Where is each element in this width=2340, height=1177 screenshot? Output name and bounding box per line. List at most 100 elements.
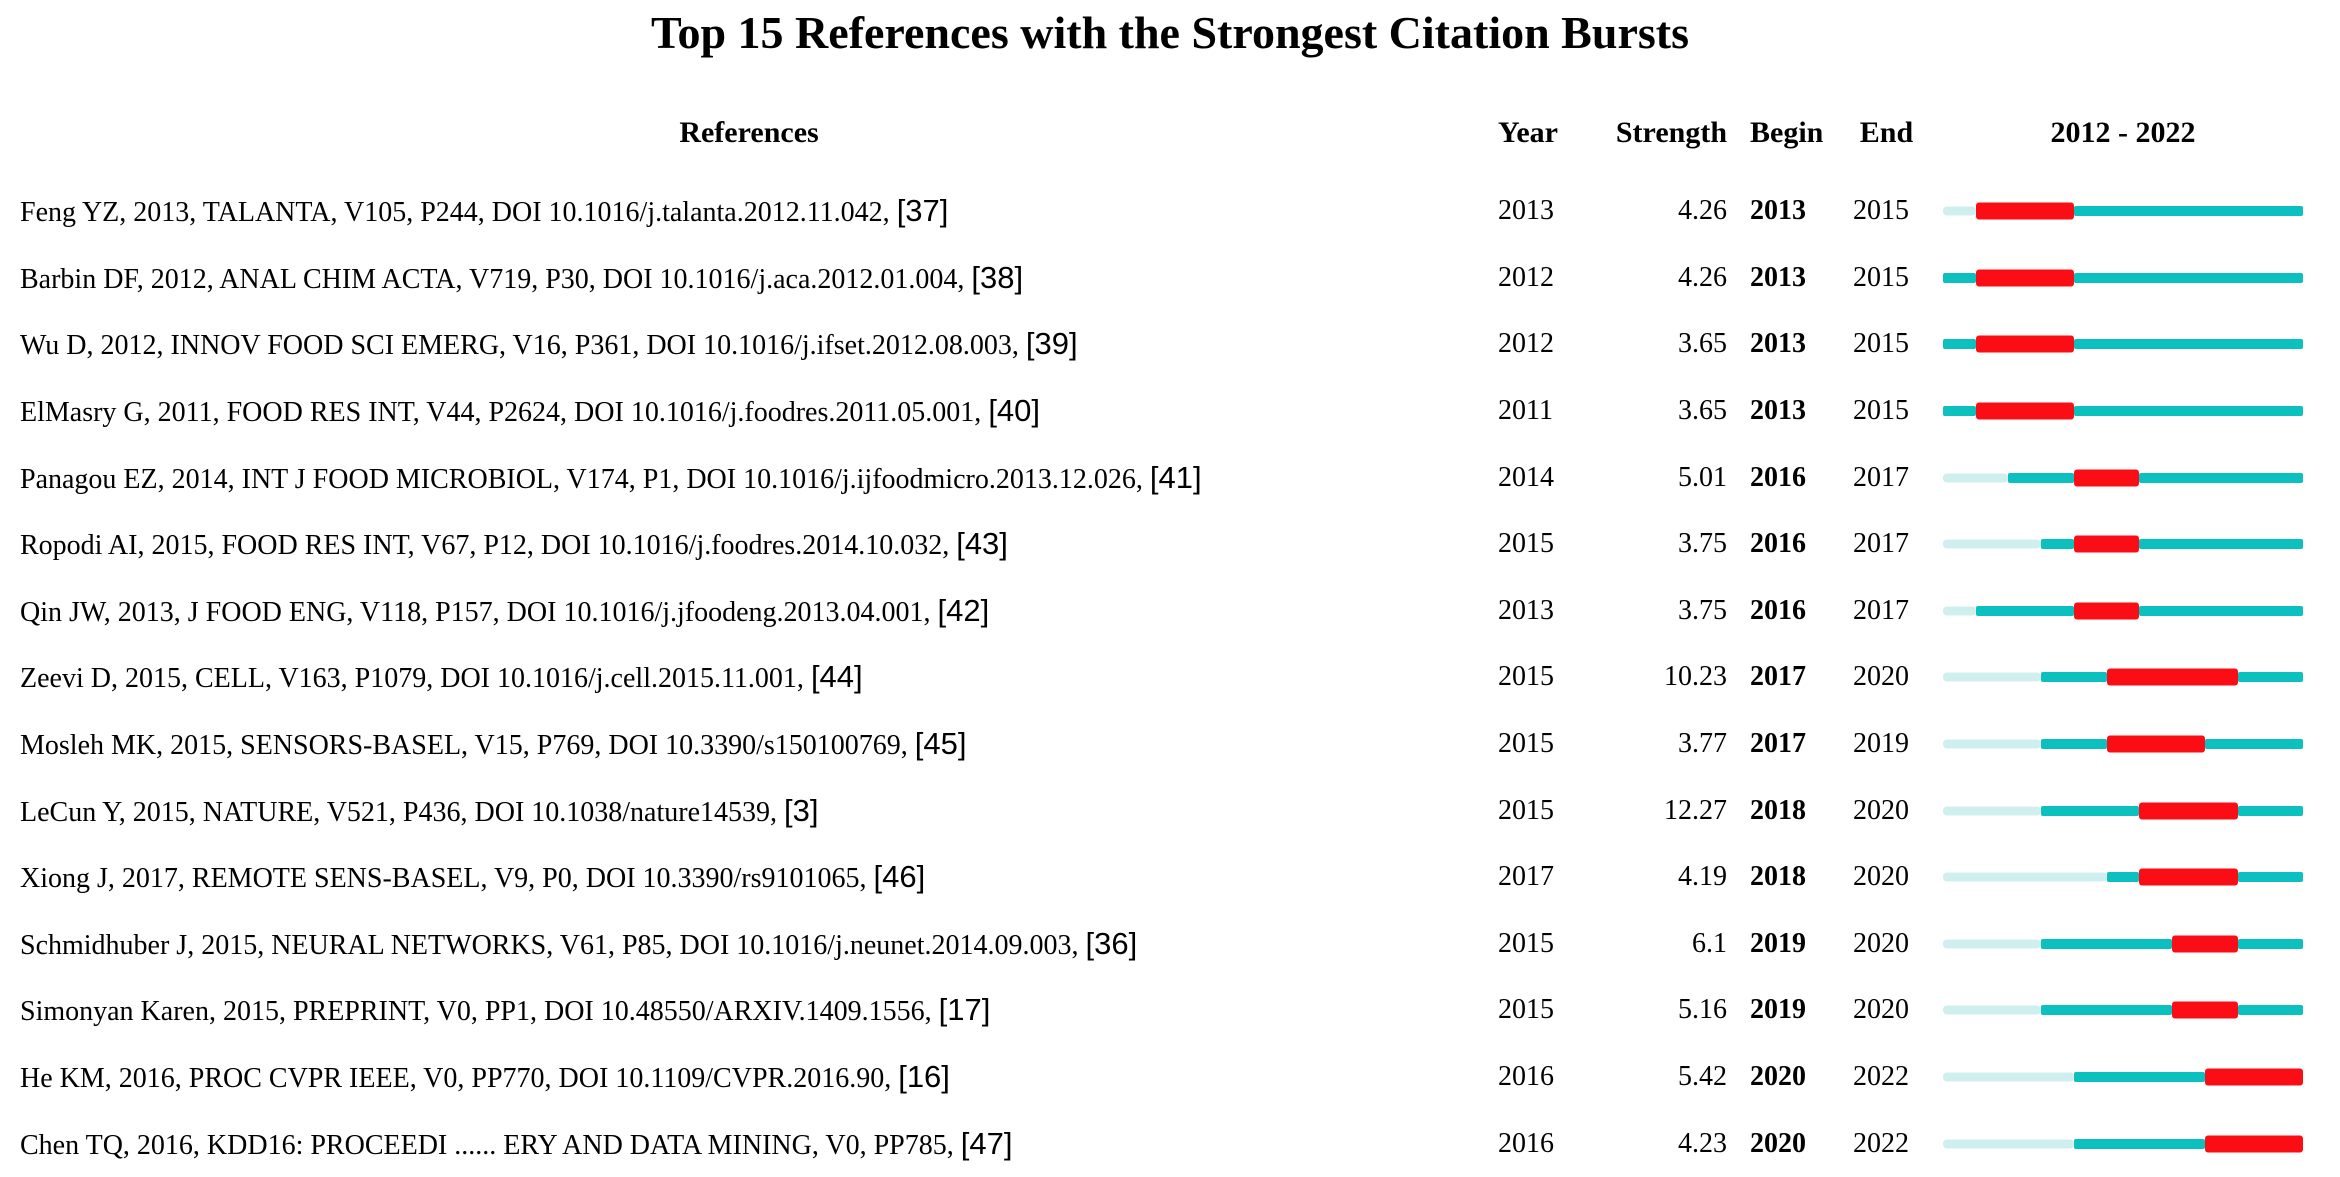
burst-timeline-bar: [1943, 178, 2303, 245]
burst-segment: [2204, 1135, 2303, 1153]
burst-timeline-bar: [1943, 444, 2303, 511]
table-row: Xiong J, 2017, REMOTE SENS-BASEL, V9, P0…: [0, 844, 2340, 911]
active-segment: [2073, 1138, 2205, 1149]
burst-end-year: 2019: [1853, 728, 1909, 760]
burst-segment: [2073, 535, 2140, 553]
publication-year: 2015: [1498, 728, 1554, 760]
burst-strength: 6.1: [1692, 927, 1727, 959]
active-segment: [2073, 206, 2303, 217]
burst-begin-year: 2013: [1750, 261, 1806, 293]
publication-year: 2015: [1498, 994, 1554, 1026]
publication-year: 2015: [1498, 528, 1554, 560]
burst-end-year: 2015: [1853, 261, 1909, 293]
burst-segment: [1975, 269, 2074, 287]
burst-end-year: 2015: [1853, 195, 1909, 227]
pre-publication-segment: [1943, 1072, 2074, 1082]
publication-year: 2016: [1498, 1061, 1554, 1093]
burst-timeline-bar: [1943, 245, 2303, 312]
burst-end-year: 2017: [1853, 594, 1909, 626]
burst-end-year: 2017: [1853, 528, 1909, 560]
reference-number-bracket: [42]: [937, 592, 990, 628]
burst-strength: 5.16: [1678, 994, 1727, 1026]
reference-citation: Simonyan Karen, 2015, PREPRINT, V0, PP1,…: [20, 996, 932, 1028]
reference-number-bracket: [37]: [896, 193, 949, 229]
reference-citation: Wu D, 2012, INNOV FOOD SCI EMERG, V16, P…: [20, 330, 1019, 362]
reference-text: ElMasry G, 2011, FOOD RES INT, V44, P262…: [0, 393, 1498, 429]
burst-strength: 4.26: [1678, 261, 1727, 293]
burst-timeline-bar: [1943, 311, 2303, 378]
burst-segment: [2073, 602, 2140, 620]
column-header-end: End: [1859, 115, 1914, 149]
burst-end-year: 2022: [1853, 1061, 1909, 1093]
reference-text: Panagou EZ, 2014, INT J FOOD MICROBIOL, …: [0, 460, 1498, 496]
column-header-year: Year: [1498, 115, 1558, 149]
burst-end-year: 2020: [1853, 794, 1909, 826]
burst-timeline-bar: [1943, 777, 2303, 844]
reference-number-bracket: [3]: [784, 792, 819, 828]
column-header-strength: Strength: [1615, 115, 1727, 149]
pre-publication-segment: [1943, 806, 2042, 816]
table-row: Barbin DF, 2012, ANAL CHIM ACTA, V719, P…: [0, 245, 2340, 312]
reference-citation: Panagou EZ, 2014, INT J FOOD MICROBIOL, …: [20, 463, 1143, 495]
reference-text: Barbin DF, 2012, ANAL CHIM ACTA, V719, P…: [0, 260, 1498, 296]
burst-strength: 5.01: [1678, 461, 1727, 493]
active-segment: [2073, 406, 2303, 417]
burst-begin-year: 2020: [1750, 1061, 1806, 1093]
table-header: References Year Strength Begin End 2012 …: [0, 105, 2340, 160]
reference-citation: Xiong J, 2017, REMOTE SENS-BASEL, V9, P0…: [20, 863, 867, 895]
active-segment: [2041, 938, 2173, 949]
active-segment: [2041, 805, 2140, 816]
burst-timeline-bar: [1943, 378, 2303, 445]
publication-year: 2017: [1498, 861, 1554, 893]
burst-segment: [2139, 802, 2238, 820]
active-segment: [2237, 872, 2303, 883]
reference-citation: LeCun Y, 2015, NATURE, V521, P436, DOI 1…: [20, 796, 778, 828]
active-segment: [2139, 472, 2303, 483]
burst-segment: [2204, 1068, 2303, 1086]
active-segment: [2073, 272, 2303, 283]
active-segment: [2008, 472, 2074, 483]
active-segment: [2237, 1005, 2303, 1016]
table-row: Mosleh MK, 2015, SENSORS-BASEL, V15, P76…: [0, 711, 2340, 778]
reference-text: LeCun Y, 2015, NATURE, V521, P436, DOI 1…: [0, 793, 1498, 829]
active-segment: [2041, 1005, 2173, 1016]
table-row: Zeevi D, 2015, CELL, V163, P1079, DOI 10…: [0, 644, 2340, 711]
reference-number-bracket: [46]: [873, 859, 926, 895]
active-segment: [2041, 539, 2074, 550]
burst-begin-year: 2013: [1750, 395, 1806, 427]
reference-citation: Zeevi D, 2015, CELL, V163, P1079, DOI 10…: [20, 663, 804, 695]
burst-begin-year: 2016: [1750, 594, 1806, 626]
table-row: Qin JW, 2013, J FOOD ENG, V118, P157, DO…: [0, 578, 2340, 645]
burst-begin-year: 2016: [1750, 461, 1806, 493]
burst-begin-year: 2020: [1750, 1127, 1806, 1159]
active-segment: [2106, 872, 2140, 883]
burst-begin-year: 2019: [1750, 994, 1806, 1026]
table-row: Wu D, 2012, INNOV FOOD SCI EMERG, V16, P…: [0, 311, 2340, 378]
reference-text: Schmidhuber J, 2015, NEURAL NETWORKS, V6…: [0, 926, 1498, 962]
burst-segment: [2172, 1001, 2238, 1019]
publication-year: 2012: [1498, 261, 1554, 293]
active-segment: [1943, 406, 1976, 417]
active-segment: [2139, 605, 2303, 616]
publication-year: 2016: [1498, 1127, 1554, 1159]
burst-timeline-bar: [1943, 844, 2303, 911]
burst-timeline-bar: [1943, 911, 2303, 978]
pre-publication-segment: [1943, 539, 2042, 549]
reference-number-bracket: [41]: [1149, 459, 1202, 495]
publication-year: 2013: [1498, 195, 1554, 227]
active-segment: [2073, 1072, 2205, 1083]
reference-number-bracket: [17]: [938, 992, 991, 1028]
active-segment: [2237, 938, 2303, 949]
reference-citation: Barbin DF, 2012, ANAL CHIM ACTA, V719, P…: [20, 263, 965, 295]
pre-publication-segment: [1943, 473, 2009, 483]
active-segment: [2073, 339, 2303, 350]
burst-strength: 4.19: [1678, 861, 1727, 893]
active-segment: [1975, 605, 2074, 616]
column-header-begin: Begin: [1750, 115, 1824, 149]
active-segment: [2139, 539, 2303, 550]
active-segment: [2204, 739, 2303, 750]
reference-number-bracket: [36]: [1085, 925, 1138, 961]
burst-begin-year: 2019: [1750, 927, 1806, 959]
burst-strength: 3.75: [1678, 594, 1727, 626]
